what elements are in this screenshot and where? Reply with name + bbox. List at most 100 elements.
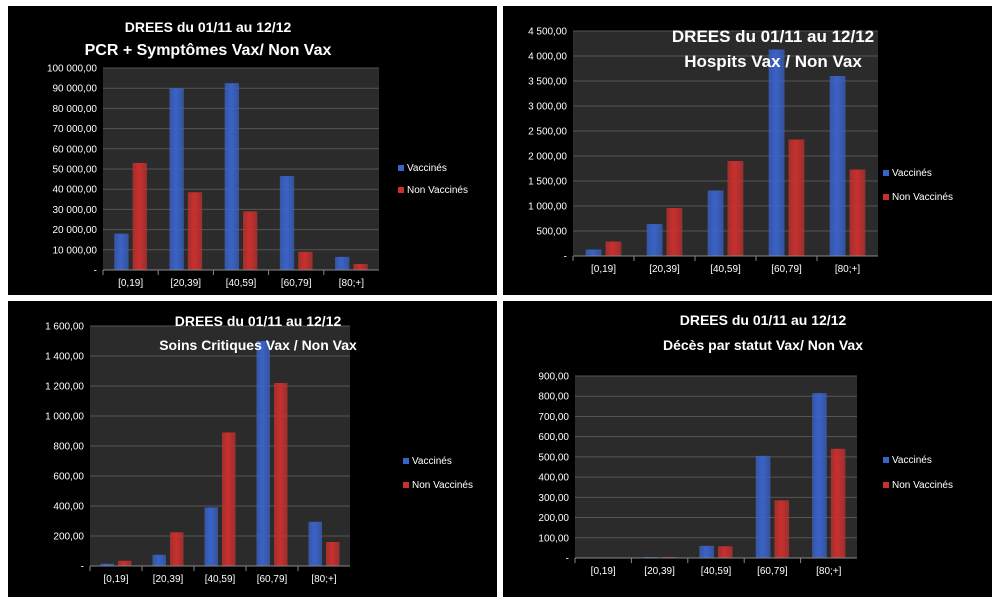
bar-vaccines: [707, 190, 724, 256]
bar-vaccines: [114, 233, 129, 270]
y-tick-label: 2 000,00: [528, 152, 567, 163]
y-tick-label: 50 000,00: [53, 165, 98, 176]
bar-non-vaccines: [666, 208, 683, 256]
bar-non-vaccines: [661, 556, 677, 558]
legend-label: Vaccinés: [892, 455, 932, 466]
x-tick-label: [60,79]: [771, 264, 802, 275]
y-tick-label: 500,00: [536, 227, 567, 238]
y-tick-label: -: [566, 554, 569, 565]
legend-swatch: [883, 170, 889, 176]
bar-vaccines: [224, 83, 239, 271]
bar-non-vaccines: [774, 500, 790, 558]
y-tick-label: 400,00: [538, 473, 569, 484]
legend-swatch: [883, 457, 889, 463]
chart-title: PCR + Symptômes Vax/ Non Vax: [85, 42, 332, 59]
chart-panel-hospits: - 500,00 1 000,00 1 500,00 2 000,00 2 500,00 3…: [503, 6, 992, 295]
x-tick-label: [0,19]: [591, 566, 616, 577]
y-tick-label: 3 000,00: [528, 102, 567, 113]
bar-non-vaccines: [222, 432, 236, 566]
y-tick-label: 1 400,00: [45, 352, 84, 363]
y-tick-label: 4 000,00: [528, 52, 567, 63]
legend-swatch: [403, 458, 409, 464]
y-tick-label: 40 000,00: [53, 185, 98, 196]
legend-label: Vaccinés: [892, 168, 932, 179]
y-tick-label: 700,00: [538, 412, 569, 423]
bar-vaccines: [308, 521, 322, 566]
bar-non-vaccines: [132, 162, 147, 270]
legend-label: Vaccinés: [407, 163, 447, 174]
y-tick-label: 500,00: [538, 452, 569, 463]
chart-title: Décès par statut Vax/ Non Vax: [663, 337, 863, 353]
y-tick-label: 1 500,00: [528, 177, 567, 188]
bar-chart-hospits: - 500,00 1 000,00 1 500,00 2 000,00 2 500,00 3…: [528, 27, 953, 276]
x-tick-label: [80;+]: [835, 264, 861, 275]
bar-vaccines: [256, 341, 270, 566]
bar-vaccines: [204, 507, 218, 566]
bar-non-vaccines: [326, 542, 340, 566]
x-tick-label: [40,59]: [701, 566, 732, 577]
x-tick-label: [0,19]: [591, 264, 616, 275]
y-tick-label: 800,00: [538, 392, 569, 403]
chart-title: Soins Critiques Vax / Non Vax: [159, 337, 357, 353]
bar-vaccines: [279, 176, 295, 270]
y-tick-label: 4 500,00: [528, 27, 567, 38]
bar-non-vaccines: [243, 211, 258, 270]
bar-chart-pcr: - 10 000,00 20 000,00 30 000,00 40 000,00 50 …: [47, 19, 468, 289]
bar-non-vaccines: [788, 139, 805, 256]
x-tick-label: [20,39]: [153, 574, 184, 585]
legend-label: Vaccinés: [412, 456, 452, 467]
x-tick-label: [40,59]: [205, 574, 236, 585]
y-tick-label: 1 000,00: [45, 412, 84, 423]
bar-vaccines: [585, 249, 602, 256]
bar-vaccines: [768, 49, 785, 256]
x-tick-label: [80;+]: [816, 566, 842, 577]
plot-area: [575, 376, 857, 558]
bar-vaccines: [642, 556, 658, 558]
x-tick-label: [20,39]: [644, 566, 675, 577]
legend-swatch: [398, 165, 404, 171]
bar-vaccines: [100, 563, 114, 566]
bar-vaccines: [646, 224, 663, 256]
chart-title: DREES du 01/11 au 12/12: [125, 19, 292, 35]
y-tick-label: 600,00: [538, 432, 569, 443]
bar-vaccines: [169, 88, 184, 270]
x-tick-label: [40,59]: [710, 264, 741, 275]
bar-non-vaccines: [830, 448, 846, 558]
x-tick-label: [60,79]: [257, 574, 288, 585]
x-tick-label: [80;+]: [339, 278, 365, 289]
y-tick-label: 60 000,00: [53, 144, 98, 155]
legend-label: Non Vaccinés: [892, 192, 953, 203]
y-tick-label: 30 000,00: [53, 205, 98, 216]
bar-vaccines: [699, 545, 714, 558]
x-tick-label: [0,19]: [103, 574, 128, 585]
y-tick-label: 900,00: [538, 372, 569, 383]
y-tick-label: 300,00: [538, 493, 569, 504]
y-tick-label: -: [81, 562, 84, 573]
bar-vaccines: [152, 554, 166, 566]
chart-panel-soins-critiques: - 200,00 400,00 600,00 800,00 1 000,00 1 200,0…: [8, 301, 497, 597]
x-tick-label: [0,19]: [118, 278, 143, 289]
y-tick-label: 2 500,00: [528, 127, 567, 138]
bar-vaccines: [755, 455, 771, 558]
bar-non-vaccines: [298, 251, 313, 270]
x-tick-label: [60,79]: [281, 278, 312, 289]
x-tick-label: [80;+]: [311, 574, 337, 585]
legend-swatch: [403, 482, 409, 488]
y-tick-label: 1 000,00: [528, 202, 567, 213]
x-tick-label: [60,79]: [757, 566, 788, 577]
y-tick-label: -: [564, 252, 567, 263]
y-tick-label: 1 600,00: [45, 322, 84, 333]
legend-swatch: [883, 194, 889, 200]
bar-non-vaccines: [353, 263, 368, 270]
y-tick-label: 100 000,00: [47, 64, 97, 75]
bar-vaccines: [335, 256, 350, 270]
plot-area: [573, 31, 878, 256]
legend-label: Non Vaccinés: [892, 480, 953, 491]
y-tick-label: 200,00: [538, 513, 569, 524]
y-tick-label: -: [94, 266, 97, 277]
y-tick-label: 3 500,00: [528, 77, 567, 88]
bar-non-vaccines: [187, 192, 203, 270]
bar-non-vaccines: [727, 161, 744, 256]
bar-vaccines: [829, 76, 846, 256]
bar-vaccines: [812, 393, 827, 558]
